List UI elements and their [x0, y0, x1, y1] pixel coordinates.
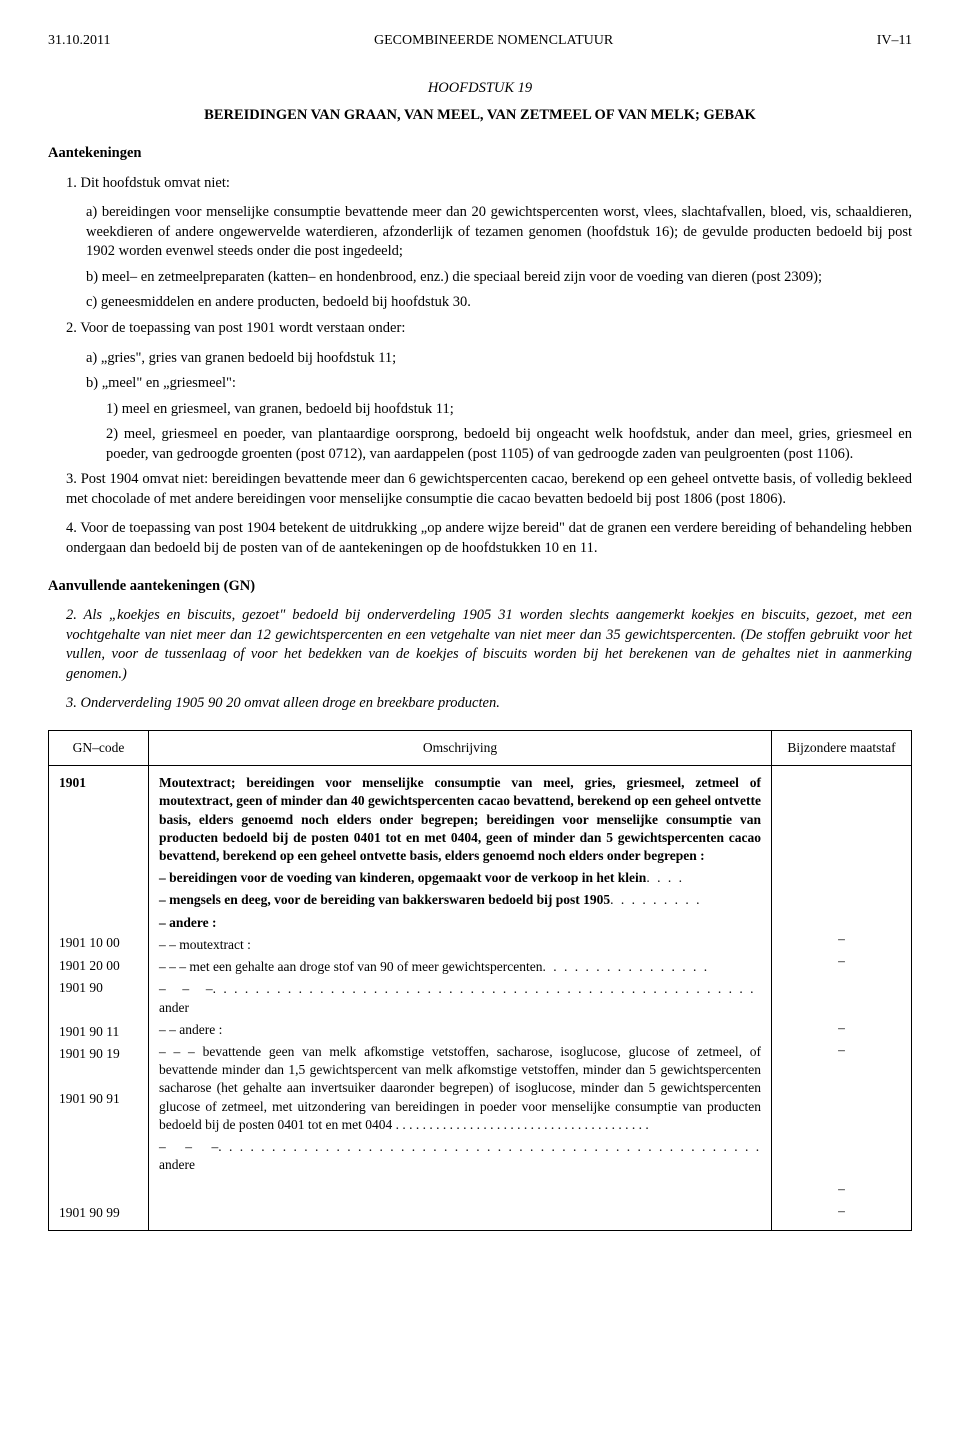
desc-19012000: – mengsels en deeg, voor de bereiding va… — [159, 891, 610, 909]
unit-19019091: – — [782, 1180, 901, 1198]
dots: . . . . . . . . . . . . . . . . — [542, 958, 761, 976]
dots: . . . . — [646, 869, 761, 887]
th-code: GN–code — [49, 730, 149, 765]
unit-19019099: – — [782, 1202, 901, 1220]
desc-19019099: – – – andere — [159, 1138, 218, 1174]
code-19019011: 1901 90 11 — [59, 1023, 138, 1041]
note-2a: a) „gries", gries van granen bedoeld bij… — [48, 349, 912, 369]
code-1901: 1901 — [59, 774, 138, 792]
desc-19019011: – – – met een gehalte aan droge stof van… — [159, 958, 542, 976]
dots: . . . . . . . . . . . . . . . . . . . . … — [218, 1138, 761, 1174]
desc-19011000: – bereidingen voor de voeding van kinder… — [159, 869, 646, 887]
note-1c: c) geneesmiddelen en andere producten, b… — [48, 293, 912, 313]
unit-19012000: – — [782, 952, 901, 970]
th-unit: Bijzondere maatstaf — [772, 730, 912, 765]
note-2b1: 1) meel en griesmeel, van granen, bedoel… — [48, 400, 912, 420]
note-2b: b) „meel" en „griesmeel": — [48, 374, 912, 394]
unit-19011000: – — [782, 930, 901, 948]
cn-table: GN–code Omschrijving Bijzondere maatstaf… — [48, 730, 912, 1231]
unit-19019011: – — [782, 1019, 901, 1037]
note-1b: b) meel– en zetmeelpreparaten (katten– e… — [48, 268, 912, 288]
suppl-3: 3. Onderverdeling 1905 90 20 omvat allee… — [48, 694, 912, 714]
desc-190190: – andere : — [159, 914, 761, 932]
table-row: 1901 1901 10 00 1901 20 00 1901 90 1901 … — [49, 766, 912, 1231]
chapter-label: HOOFDSTUK 19 — [48, 79, 912, 99]
notes-heading: Aantekeningen — [48, 144, 912, 164]
page-header: 31.10.2011 GECOMBINEERDE NOMENCLATUUR IV… — [48, 32, 912, 51]
header-title: GECOMBINEERDE NOMENCLATUUR — [374, 32, 613, 51]
dots: . . . . . . . . . . . . . . . . . . . . … — [392, 1117, 649, 1132]
code-19019099: 1901 90 99 — [59, 1204, 138, 1222]
desc-mout: – – moutextract : — [159, 936, 761, 954]
note-2b2: 2) meel, griesmeel en poeder, van planta… — [48, 425, 912, 464]
note-3: 3. Post 1904 omvat niet: bereidingen bev… — [48, 470, 912, 509]
note-1-intro: 1. Dit hoofdstuk omvat niet: — [48, 174, 912, 194]
note-1a: a) bereidingen voor menselijke consumpti… — [48, 203, 912, 262]
desc-19019019: – – – ander — [159, 980, 213, 1016]
desc-1901: Moutextract; bereidingen voor menselijke… — [159, 774, 761, 865]
header-date: 31.10.2011 — [48, 32, 110, 51]
table-header-row: GN–code Omschrijving Bijzondere maatstaf — [49, 730, 912, 765]
code-19019091: 1901 90 91 — [59, 1090, 138, 1108]
desc-andere: – – andere : — [159, 1021, 761, 1039]
dots: . . . . . . . . . — [610, 891, 761, 909]
note-2-intro: 2. Voor de toepassing van post 1901 word… — [48, 319, 912, 339]
code-190190: 1901 90 — [59, 979, 138, 997]
dots: . . . . . . . . . . . . . . . . . . . . … — [213, 980, 761, 1016]
code-19019019: 1901 90 19 — [59, 1045, 138, 1063]
th-desc: Omschrijving — [149, 730, 772, 765]
header-page: IV–11 — [877, 32, 912, 51]
chapter-title: BEREIDINGEN VAN GRAAN, VAN MEEL, VAN ZET… — [48, 106, 912, 126]
note-4: 4. Voor de toepassing van post 1904 bete… — [48, 519, 912, 558]
suppl-2: 2. Als „koekjes en biscuits, gezoet" bed… — [48, 606, 912, 684]
unit-19019019: – — [782, 1041, 901, 1059]
code-19011000: 1901 10 00 — [59, 934, 138, 952]
suppl-heading: Aanvullende aantekeningen (GN) — [48, 577, 912, 597]
code-19012000: 1901 20 00 — [59, 957, 138, 975]
